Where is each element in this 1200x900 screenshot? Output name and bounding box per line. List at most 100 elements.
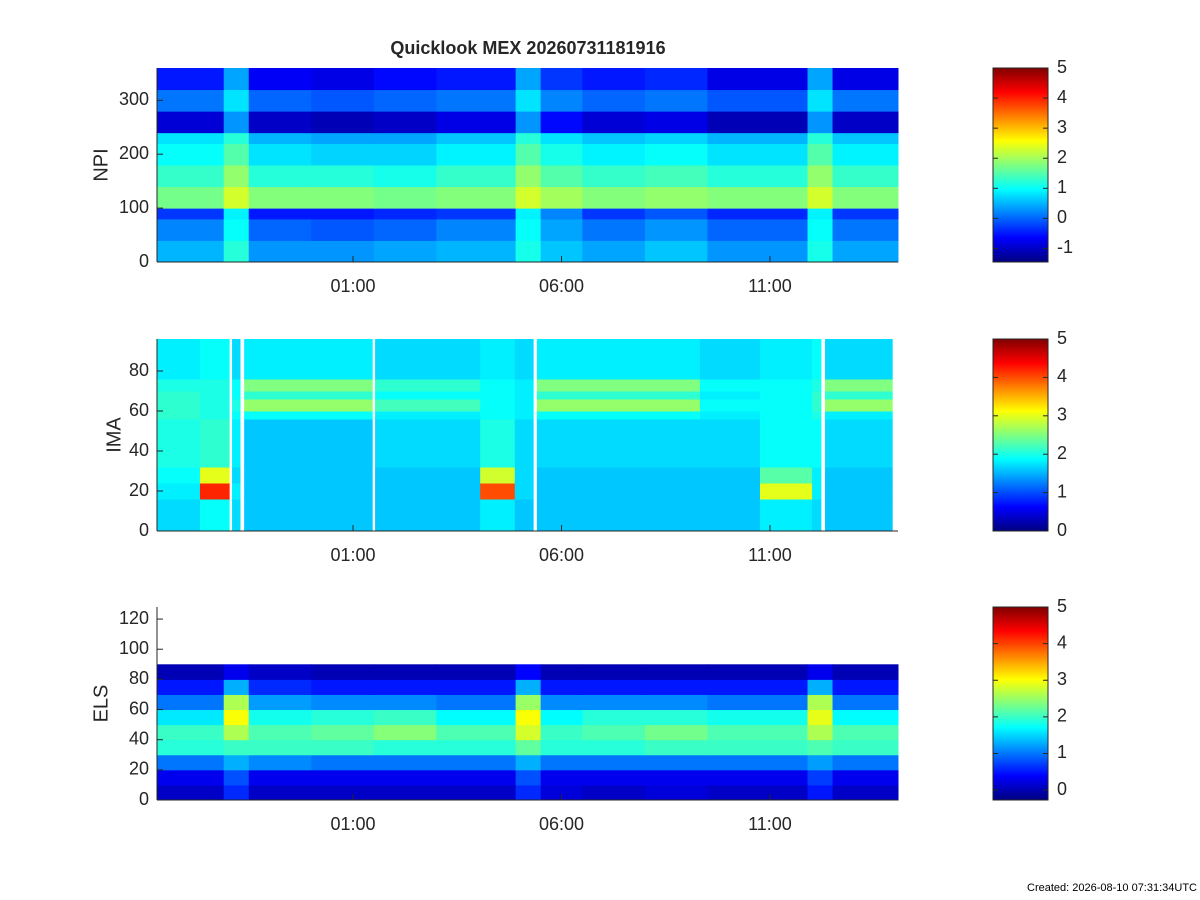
y-tick-label: 20 (129, 759, 149, 779)
heatmap-cell (515, 784, 542, 801)
heatmap-cell (644, 769, 708, 786)
x-tick-label: 11:00 (748, 814, 792, 834)
heatmap-cell (536, 379, 701, 392)
heatmap-cell (515, 165, 542, 188)
heatmap-cell (707, 240, 809, 263)
x-tick-label: 06:00 (539, 814, 584, 834)
heatmap-cell (223, 709, 250, 726)
heatmap-cell (244, 419, 373, 468)
heatmap-cell (825, 339, 893, 380)
heatmap-cell (436, 143, 517, 166)
heatmap-cell (832, 111, 899, 134)
heatmap-cell (759, 483, 813, 500)
heatmap-cell (157, 132, 225, 144)
heatmap-cell (436, 724, 517, 741)
heatmap-cell (515, 143, 542, 166)
heatmap-cell (644, 784, 708, 801)
heatmap-cell (707, 664, 809, 680)
heatmap-cell (248, 186, 312, 209)
heatmap-cell (832, 679, 899, 695)
heatmap-cell (812, 339, 822, 380)
heatmap-cell (582, 165, 646, 188)
y-tick-label: 100 (119, 638, 149, 658)
y-tick-label: 40 (129, 440, 149, 460)
heatmap-cell (157, 208, 225, 220)
heatmap-cell (807, 165, 834, 188)
heatmap-cell (375, 339, 481, 380)
heatmap-cell (514, 419, 534, 468)
heatmap-cell (825, 391, 893, 400)
heatmap-cell (232, 339, 241, 380)
heatmap-cell (514, 467, 534, 484)
heatmap-cell (582, 784, 646, 801)
heatmap-cell (375, 379, 481, 392)
heatmap-cell (832, 784, 899, 801)
heatmap-cell (582, 111, 646, 134)
heatmap-cell (223, 664, 250, 680)
heatmap-cell (311, 784, 375, 801)
y-tick-label: 300 (119, 89, 149, 109)
heatmap-cell (244, 499, 373, 532)
heatmap-cell (223, 165, 250, 188)
heatmap-cell (707, 769, 809, 786)
heatmap-cell (540, 739, 583, 756)
heatmap-cell (515, 679, 542, 695)
y-tick-label: 120 (119, 608, 149, 628)
heatmap-cell (311, 186, 375, 209)
y-axis-label: NPI (90, 148, 112, 181)
heatmap-cell (311, 724, 375, 741)
x-tick-label: 11:00 (748, 545, 792, 565)
heatmap-cell (436, 739, 517, 756)
heatmap-cell (515, 111, 542, 134)
heatmap-cell (232, 411, 241, 420)
heatmap-cell (540, 724, 583, 741)
heatmap-cell (582, 89, 646, 112)
heatmap-cell (707, 165, 809, 188)
heatmap-cell (311, 143, 375, 166)
heatmap-cell (373, 664, 437, 680)
heatmap-cell (514, 391, 534, 400)
colorbar-tick-label: 1 (1057, 481, 1067, 501)
y-tick-label: 80 (129, 668, 149, 688)
heatmap-cell (707, 111, 809, 134)
heatmap-cell (515, 694, 542, 711)
heatmap-cell (825, 483, 893, 500)
heatmap-cell (232, 419, 241, 468)
y-tick-label: 20 (129, 480, 149, 500)
heatmap-cell (436, 754, 517, 771)
heatmap-cell (832, 89, 899, 112)
heatmap-cell (807, 784, 834, 801)
heatmap-cell (699, 339, 761, 380)
heatmap-cell (373, 68, 437, 91)
heatmap-cell (807, 769, 834, 786)
heatmap-cell (232, 391, 241, 400)
heatmap-cell (244, 483, 373, 500)
heatmap-cell (375, 419, 481, 468)
heatmap-cell (375, 499, 481, 532)
heatmap-cell (157, 89, 225, 112)
heatmap-cell (644, 694, 708, 711)
heatmap-cell (157, 754, 225, 771)
heatmap-cell (759, 399, 813, 412)
heatmap-cell (807, 218, 834, 241)
heatmap-cell (223, 784, 250, 801)
heatmap-cell (644, 724, 708, 741)
heatmap-cell (759, 391, 813, 400)
heatmap-cell (832, 754, 899, 771)
heatmap-cell (699, 419, 761, 468)
heatmap-cell (582, 143, 646, 166)
colorbar-tick-label: 2 (1057, 706, 1067, 726)
colorbar-tick-label: 3 (1057, 669, 1067, 689)
heatmap-cell (199, 379, 230, 392)
heatmap-cell (515, 218, 542, 241)
heatmap-cell (436, 68, 517, 91)
colorbar-tick-label: 5 (1057, 57, 1067, 77)
heatmap-cell (540, 664, 583, 680)
heatmap-cell (707, 132, 809, 144)
heatmap-cell (311, 694, 375, 711)
heatmap-cell (699, 499, 761, 532)
heatmap-cell (582, 240, 646, 263)
heatmap-cell (232, 379, 241, 392)
heatmap-cell (248, 724, 312, 741)
heatmap-cell (759, 499, 813, 532)
